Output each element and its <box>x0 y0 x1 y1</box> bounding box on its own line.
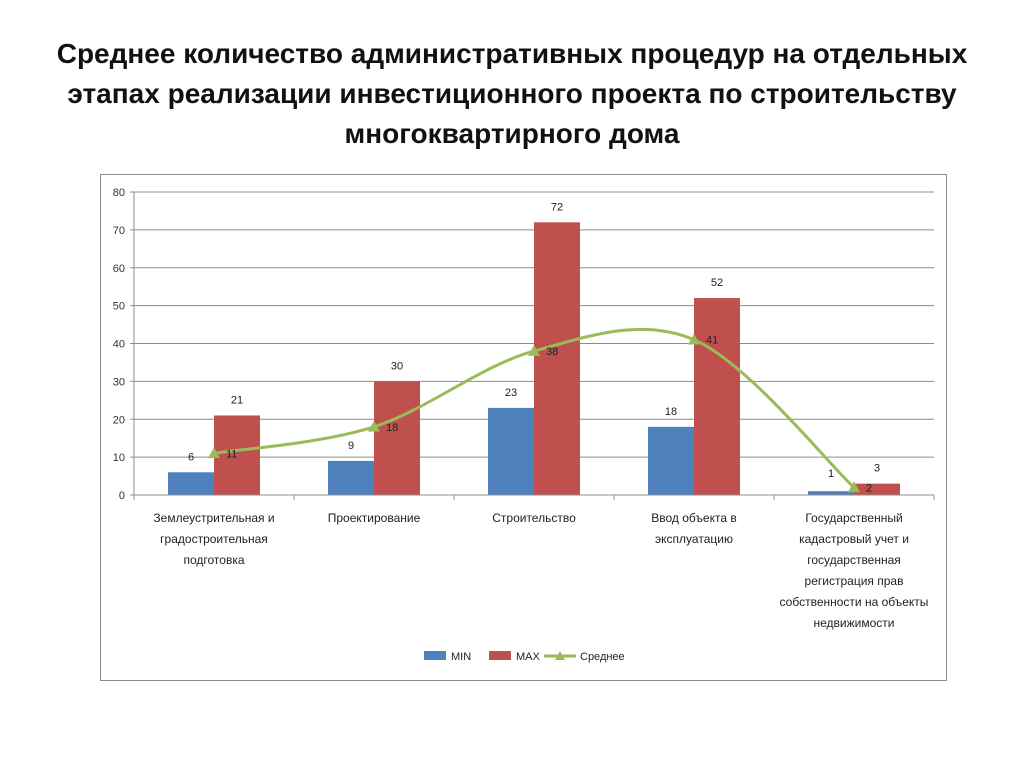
y-tick-label: 0 <box>119 490 125 502</box>
y-tick-label: 60 <box>113 263 125 275</box>
y-tick-label: 80 <box>113 187 125 199</box>
bar-max <box>854 483 900 495</box>
bar-min <box>808 491 854 495</box>
data-label-max: 72 <box>551 201 563 213</box>
data-label-min: 1 <box>828 468 834 480</box>
x-category-label: государственная <box>807 553 901 567</box>
bar-min <box>488 407 534 495</box>
x-category-label: собственности на объекты <box>780 595 929 609</box>
legend-swatch-max <box>489 651 511 660</box>
average-marker <box>848 481 860 493</box>
data-label-average: 38 <box>546 346 558 358</box>
bar-max <box>214 415 260 495</box>
bar-max <box>534 222 580 496</box>
x-category-label: Проектирование <box>328 511 421 525</box>
data-labels: 6 9 23 18 1 21 30 72 52 3 11 18 38 41 2 <box>188 201 880 494</box>
data-label-min: 18 <box>665 406 677 418</box>
legend-label-min: MIN <box>451 651 471 663</box>
x-category-label: Землеустрительная и <box>153 511 274 525</box>
y-tick-label: 50 <box>113 301 125 313</box>
legend-marker-average <box>555 651 565 660</box>
x-category-label: недвижимости <box>814 616 895 630</box>
legend-label-max: MAX <box>516 651 541 663</box>
legend-label-average: Среднее <box>580 651 625 663</box>
legend: MIN MAX Среднее <box>424 651 625 663</box>
y-axis-ticks: 0 10 20 30 40 50 60 70 80 <box>113 187 125 502</box>
data-label-average: 41 <box>706 335 718 347</box>
data-label-max: 30 <box>391 360 403 372</box>
slide-title: Среднее количество административных проц… <box>56 38 968 149</box>
x-category-label: регистрация прав <box>805 574 904 588</box>
x-category-label: эксплуатацию <box>655 532 733 546</box>
x-category-label: Государственный <box>805 511 902 525</box>
x-category-label: градостроительная <box>160 532 268 546</box>
y-tick-label: 30 <box>113 376 125 388</box>
bar-min <box>168 472 214 495</box>
axes <box>133 192 935 500</box>
combo-chart: 0 10 20 30 40 50 60 70 80 6 9 23 18 1 21 30 72 52 3 11 18 38… <box>113 187 935 663</box>
x-category-label: Ввод объекта в <box>651 511 736 525</box>
x-category-label: кадастровый учет и <box>799 532 909 546</box>
bar-min <box>328 460 374 495</box>
bars <box>168 222 900 496</box>
x-category-label: подготовка <box>183 553 244 567</box>
average-marker <box>528 345 540 356</box>
average-marker <box>688 333 700 345</box>
data-label-average: 2 <box>866 482 872 494</box>
data-label-max: 52 <box>711 277 723 289</box>
data-label-min: 23 <box>505 387 517 399</box>
data-label-max: 3 <box>874 463 880 475</box>
y-tick-label: 20 <box>113 414 125 426</box>
data-label-max: 21 <box>231 394 243 406</box>
x-category-label: Строительство <box>492 511 576 525</box>
y-tick-label: 40 <box>113 339 125 351</box>
data-label-min: 6 <box>188 451 194 463</box>
y-tick-label: 10 <box>113 452 125 464</box>
data-label-average: 18 <box>386 422 398 434</box>
average-marker <box>368 420 380 432</box>
bar-max <box>374 381 420 495</box>
average-line <box>208 327 860 493</box>
x-axis-labels: Землеустрительная и градостроительная подг… <box>153 511 928 630</box>
bar-max <box>694 298 740 495</box>
y-tick-label: 70 <box>113 225 125 237</box>
data-label-average: 11 <box>226 448 237 460</box>
bar-min <box>648 426 694 495</box>
average-marker <box>208 447 220 459</box>
legend-swatch-min <box>424 651 446 660</box>
chart-frame: 0 10 20 30 40 50 60 70 80 6 9 23 18 1 21 30 72 52 3 11 18 38… <box>100 174 947 681</box>
data-label-min: 9 <box>348 440 354 452</box>
